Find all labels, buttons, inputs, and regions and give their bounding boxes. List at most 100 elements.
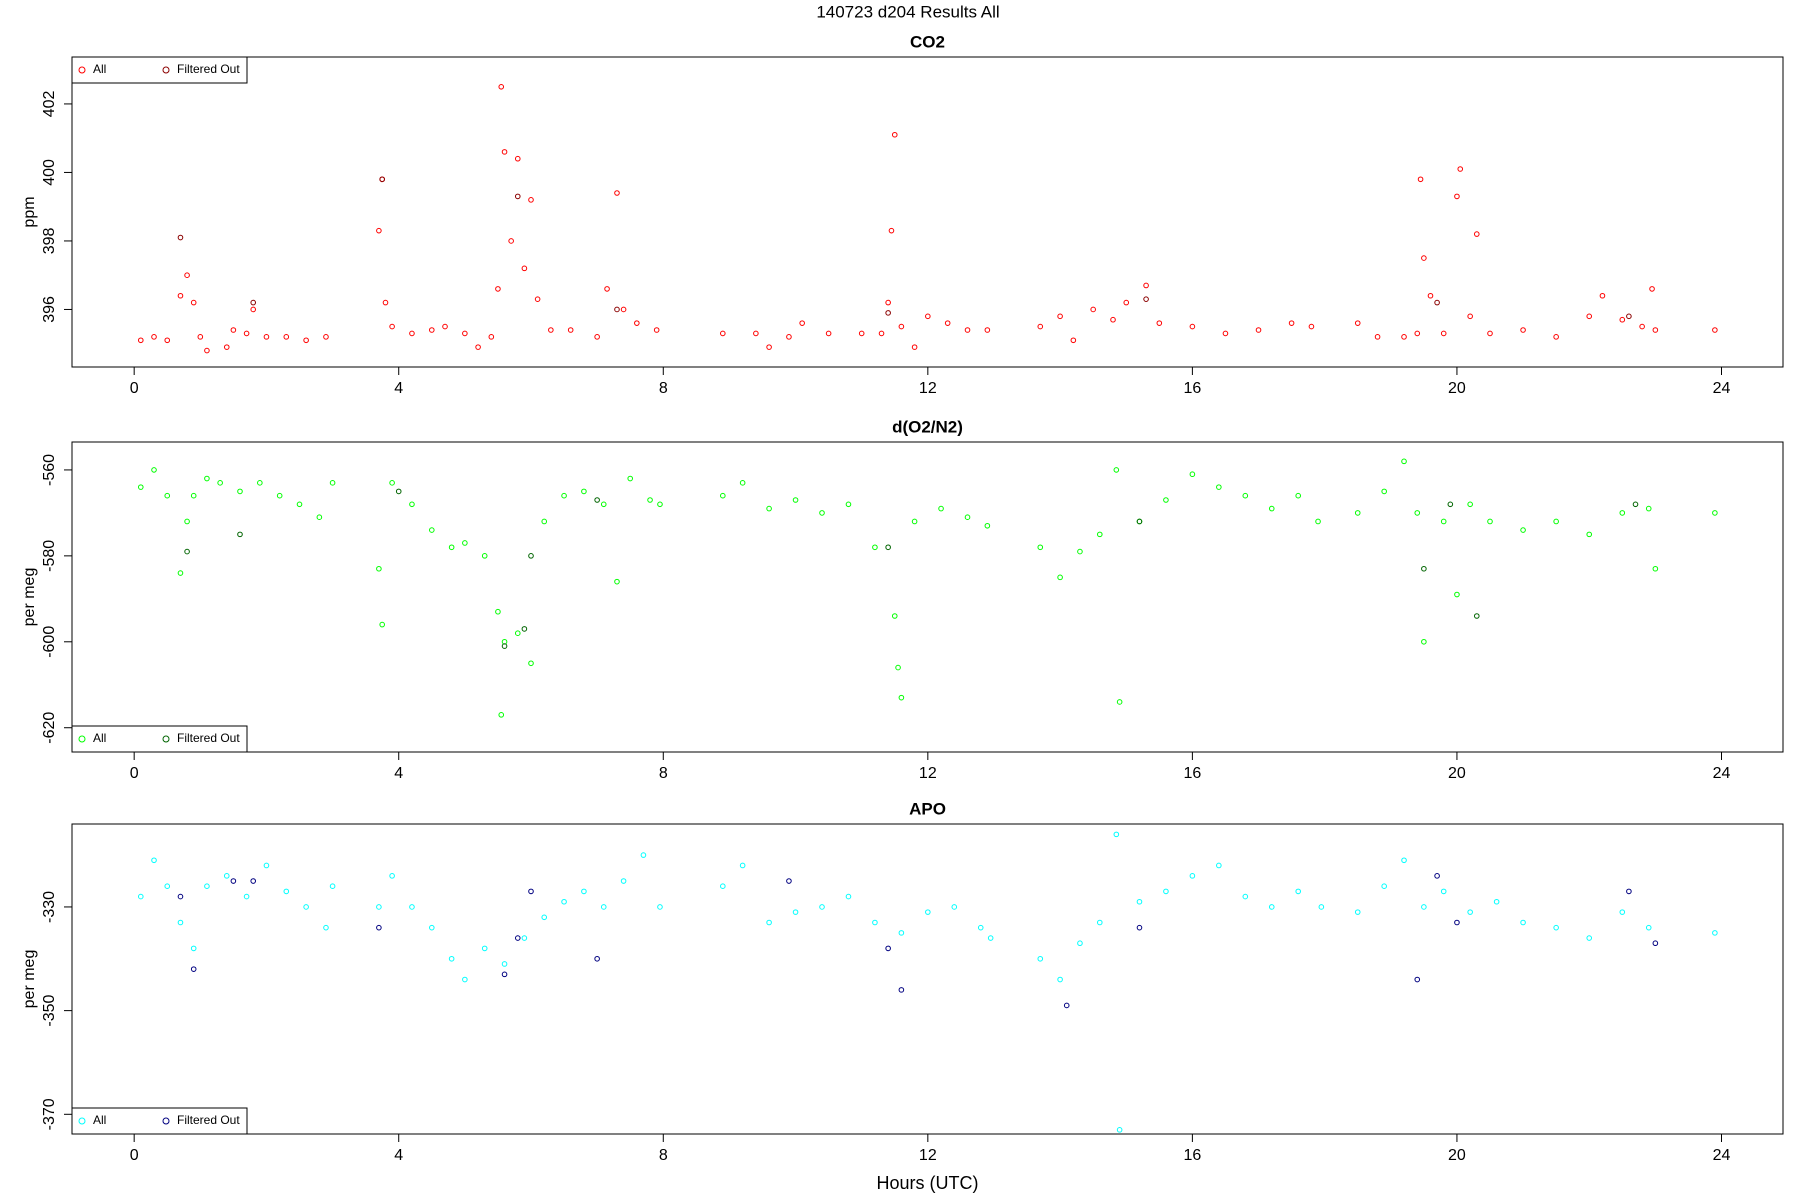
data-point bbox=[184, 518, 190, 525]
data-point bbox=[614, 578, 620, 585]
y-tick-label: 402 bbox=[41, 90, 58, 117]
data-point bbox=[1632, 501, 1639, 508]
data-point bbox=[1315, 518, 1321, 525]
figure-title: 140723 d204 Results All bbox=[816, 2, 999, 21]
data-point bbox=[498, 84, 505, 90]
data-point bbox=[1143, 282, 1149, 289]
x-tick-label: 0 bbox=[130, 765, 139, 782]
data-point bbox=[1077, 548, 1083, 555]
data-point bbox=[1434, 873, 1440, 879]
data-point bbox=[462, 540, 468, 546]
data-point bbox=[1473, 613, 1480, 619]
data-point bbox=[872, 544, 878, 551]
data-point bbox=[137, 893, 144, 900]
data-point bbox=[243, 330, 250, 337]
data-point bbox=[739, 480, 746, 486]
data-point bbox=[204, 475, 210, 482]
data-point bbox=[885, 299, 891, 306]
data-point bbox=[1421, 904, 1427, 910]
data-point bbox=[329, 480, 336, 486]
data-point bbox=[1063, 1002, 1070, 1009]
y-tick-label: -370 bbox=[41, 1098, 58, 1130]
data-point bbox=[1619, 510, 1626, 516]
data-point bbox=[634, 320, 640, 326]
data-point bbox=[296, 501, 303, 508]
data-point bbox=[190, 945, 197, 952]
data-point bbox=[600, 904, 607, 910]
data-point bbox=[137, 337, 144, 344]
data-point bbox=[1110, 316, 1116, 323]
data-point bbox=[1374, 334, 1381, 340]
legend-label: Filtered Out bbox=[177, 62, 240, 76]
data-point bbox=[243, 893, 250, 900]
data-point bbox=[1414, 330, 1421, 337]
data-point bbox=[1381, 488, 1387, 495]
x-tick-label: 12 bbox=[919, 380, 937, 397]
data-point bbox=[528, 888, 534, 895]
data-point bbox=[250, 878, 257, 884]
data-point bbox=[1454, 919, 1460, 926]
x-tick-label: 16 bbox=[1183, 1147, 1201, 1164]
data-point bbox=[1414, 510, 1421, 516]
data-point bbox=[276, 492, 283, 499]
data-point bbox=[1354, 510, 1361, 516]
data-point bbox=[1057, 313, 1063, 320]
x-tick-label: 24 bbox=[1713, 1147, 1731, 1164]
data-point bbox=[1189, 873, 1196, 879]
data-point bbox=[1189, 323, 1196, 330]
data-point bbox=[1626, 313, 1632, 320]
data-point bbox=[925, 313, 931, 320]
data-point bbox=[389, 480, 395, 486]
data-point bbox=[964, 514, 971, 520]
data-point bbox=[1268, 505, 1275, 512]
data-point bbox=[237, 531, 243, 538]
data-point bbox=[389, 873, 395, 879]
data-point bbox=[1136, 518, 1143, 525]
data-point bbox=[283, 334, 290, 340]
data-point bbox=[885, 544, 891, 551]
data-point bbox=[190, 299, 197, 306]
data-point bbox=[521, 265, 528, 272]
data-point bbox=[303, 337, 309, 344]
data-point bbox=[316, 514, 323, 520]
data-point bbox=[647, 497, 653, 503]
data-point bbox=[1163, 888, 1169, 895]
data-point bbox=[177, 234, 184, 241]
panel-title: d(O2/N2) bbox=[892, 417, 963, 436]
x-tick-label: 24 bbox=[1713, 380, 1731, 397]
data-point bbox=[766, 919, 772, 926]
data-point bbox=[263, 862, 270, 869]
data-point bbox=[640, 852, 647, 858]
data-point bbox=[534, 296, 541, 302]
data-point bbox=[1454, 591, 1460, 598]
data-point bbox=[177, 292, 184, 299]
data-point bbox=[1586, 531, 1593, 538]
data-point bbox=[1457, 166, 1464, 172]
data-point bbox=[964, 327, 971, 333]
data-point bbox=[1308, 323, 1315, 330]
legend-marker bbox=[78, 66, 86, 74]
data-point bbox=[475, 344, 481, 350]
legend-label: Filtered Out bbox=[177, 1113, 240, 1127]
data-point bbox=[891, 613, 898, 619]
data-point bbox=[845, 893, 852, 900]
data-point bbox=[984, 327, 991, 333]
data-point bbox=[1090, 306, 1096, 313]
data-point bbox=[1599, 292, 1606, 299]
data-point bbox=[382, 299, 389, 306]
legend-marker bbox=[162, 1117, 170, 1125]
data-point bbox=[1421, 565, 1427, 572]
data-point bbox=[541, 914, 548, 921]
data-point bbox=[614, 190, 620, 196]
x-tick-label: 4 bbox=[394, 1147, 403, 1164]
data-point bbox=[323, 924, 329, 931]
data-point bbox=[1454, 193, 1460, 200]
data-point bbox=[1421, 255, 1427, 261]
data-point bbox=[376, 904, 382, 910]
data-point bbox=[1712, 327, 1718, 333]
data-point bbox=[541, 518, 548, 525]
data-point bbox=[819, 510, 825, 516]
plot-frame bbox=[71, 56, 1784, 368]
data-point bbox=[1113, 467, 1120, 473]
